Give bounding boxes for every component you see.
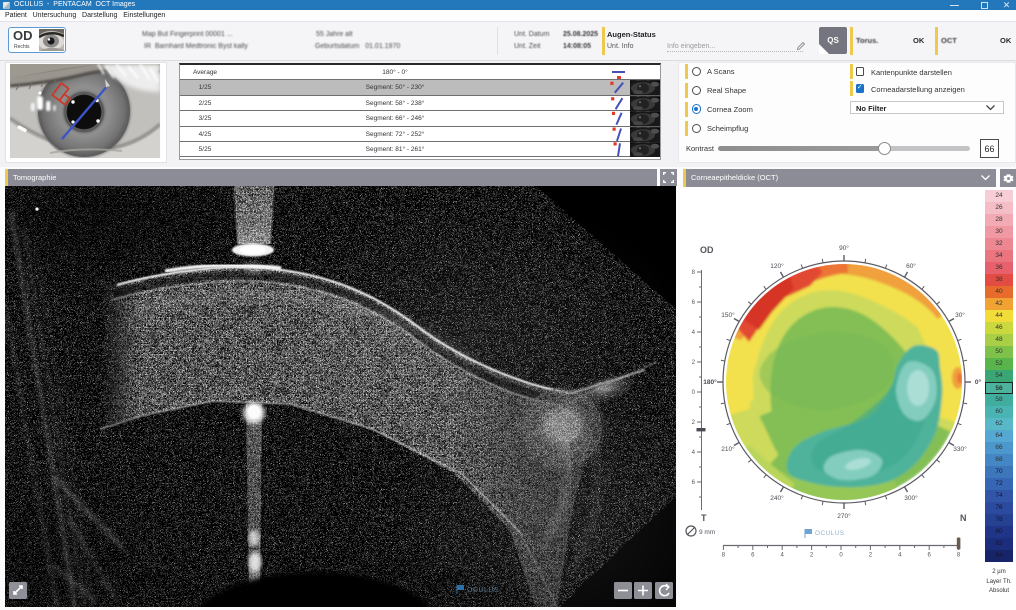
svg-text:120°: 120°: [770, 262, 784, 270]
svg-text:4: 4: [692, 450, 696, 456]
svg-text:0: 0: [839, 553, 843, 559]
svg-text:9 mm: 9 mm: [699, 529, 715, 536]
svg-text:6: 6: [751, 553, 755, 559]
svg-text:2: 2: [869, 553, 873, 559]
svg-text:N: N: [960, 513, 967, 523]
svg-text:2: 2: [692, 420, 696, 426]
svg-text:330°: 330°: [953, 445, 967, 453]
svg-text:210°: 210°: [721, 445, 735, 453]
svg-text:2: 2: [810, 553, 814, 559]
svg-text:240°: 240°: [770, 494, 784, 502]
svg-text:2: 2: [692, 360, 696, 366]
svg-text:4: 4: [781, 553, 785, 559]
svg-text:90°: 90°: [839, 244, 849, 252]
svg-text:60°: 60°: [906, 262, 916, 270]
svg-text:30°: 30°: [955, 311, 965, 319]
svg-text:4: 4: [898, 553, 902, 559]
svg-text:4: 4: [692, 330, 696, 336]
svg-text:8: 8: [722, 553, 726, 559]
svg-text:300°: 300°: [904, 494, 918, 502]
svg-text:8: 8: [692, 270, 696, 276]
svg-text:T: T: [701, 513, 707, 523]
svg-text:270°: 270°: [837, 512, 851, 520]
svg-text:150°: 150°: [721, 311, 735, 319]
svg-text:6: 6: [928, 553, 932, 559]
svg-text:OCULUS: OCULUS: [815, 530, 845, 537]
svg-text:0°: 0°: [975, 378, 982, 386]
svg-text:180°: 180°: [703, 378, 717, 386]
svg-text:6: 6: [692, 300, 696, 306]
svg-text:0: 0: [692, 390, 696, 396]
svg-text:6: 6: [692, 480, 696, 486]
svg-text:8: 8: [957, 553, 961, 559]
svg-text:OD: OD: [700, 245, 714, 255]
svg-text:OCULUS: OCULUS: [467, 587, 499, 594]
